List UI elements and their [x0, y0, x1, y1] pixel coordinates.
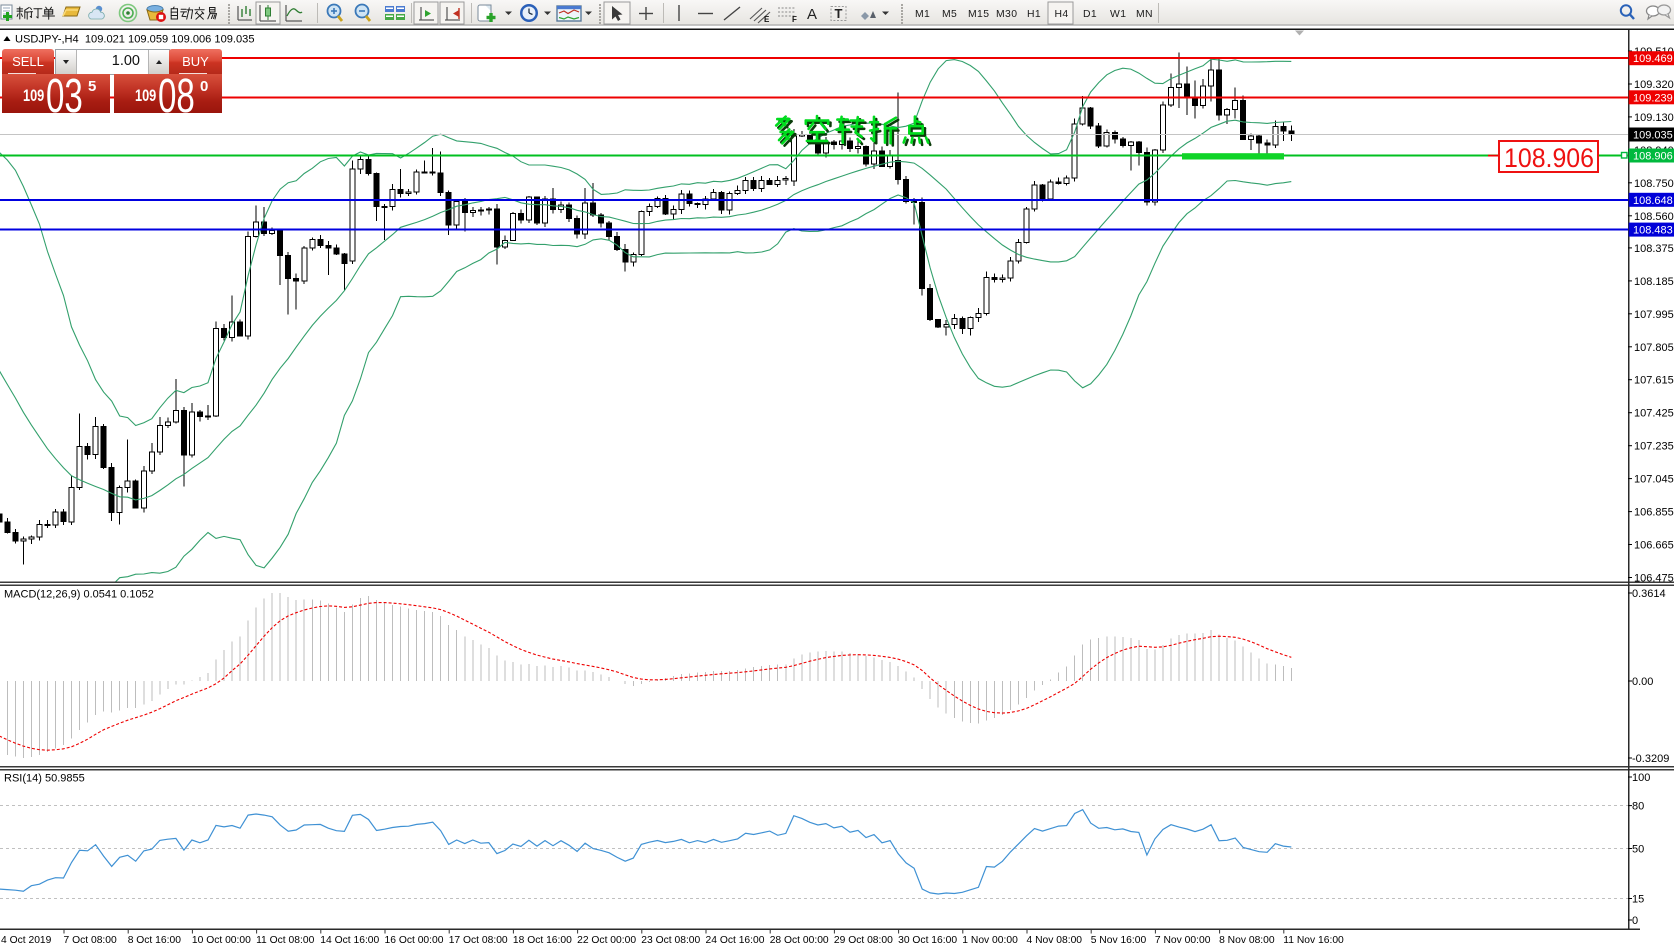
svg-text:USDJPY-,H4 109.021 109.059 10: USDJPY-,H4 109.021 109.059 109.006 109.0…: [15, 34, 255, 46]
svg-text:100: 100: [1632, 772, 1650, 784]
svg-text:107.425: 107.425: [1634, 408, 1674, 420]
svg-text:H1: H1: [1027, 9, 1041, 20]
svg-text:RSI(14) 50.9855: RSI(14) 50.9855: [4, 773, 85, 785]
svg-text:7 Oct 08:00: 7 Oct 08:00: [64, 935, 118, 946]
svg-text:D1: D1: [1083, 9, 1097, 20]
svg-text:0: 0: [1632, 915, 1638, 927]
svg-text:108.906: 108.906: [1633, 151, 1673, 163]
svg-text:106.475: 106.475: [1634, 573, 1674, 585]
svg-text:M1: M1: [915, 9, 930, 20]
svg-text:108.906: 108.906: [1504, 143, 1594, 173]
svg-text:16 Oct 00:00: 16 Oct 00:00: [385, 935, 444, 946]
svg-text:107.615: 107.615: [1634, 375, 1674, 387]
svg-text:11 Nov 16:00: 11 Nov 16:00: [1283, 935, 1344, 946]
svg-text:109.239: 109.239: [1633, 92, 1673, 104]
svg-text:E: E: [764, 15, 770, 24]
svg-text:8 Nov 08:00: 8 Nov 08:00: [1219, 935, 1275, 946]
svg-text:108.750: 108.750: [1634, 178, 1674, 190]
svg-text:106.855: 106.855: [1634, 507, 1674, 519]
svg-text:109.035: 109.035: [1633, 130, 1673, 142]
svg-text:107.045: 107.045: [1634, 474, 1674, 486]
svg-text:-0.3209: -0.3209: [1632, 753, 1669, 765]
svg-text:7 Nov 00:00: 7 Nov 00:00: [1155, 935, 1211, 946]
svg-text:29 Oct 08:00: 29 Oct 08:00: [834, 935, 893, 946]
svg-text:28 Oct 00:00: 28 Oct 00:00: [770, 935, 829, 946]
svg-text:109.130: 109.130: [1634, 112, 1674, 124]
svg-text:18 Oct 16:00: 18 Oct 16:00: [513, 935, 572, 946]
svg-text:MN: MN: [1136, 9, 1153, 20]
svg-text:24 Oct 16:00: 24 Oct 16:00: [706, 935, 765, 946]
svg-text:22 Oct 00:00: 22 Oct 00:00: [577, 935, 636, 946]
svg-text:108.375: 108.375: [1634, 243, 1674, 255]
svg-text:50: 50: [1632, 844, 1644, 856]
svg-text:107.235: 107.235: [1634, 441, 1674, 453]
svg-text:A: A: [807, 6, 817, 23]
svg-text:107.805: 107.805: [1634, 342, 1674, 354]
svg-text:W1: W1: [1110, 9, 1126, 20]
svg-text:M5: M5: [942, 9, 957, 20]
svg-text:M30: M30: [996, 9, 1017, 20]
svg-text:4 Nov 08:00: 4 Nov 08:00: [1027, 935, 1083, 946]
svg-text:H4: H4: [1055, 9, 1069, 20]
svg-text:109.469: 109.469: [1633, 53, 1673, 65]
svg-text:0.3614: 0.3614: [1632, 588, 1666, 600]
svg-text:T: T: [835, 6, 843, 21]
svg-text:109.320: 109.320: [1634, 79, 1674, 91]
svg-text:80: 80: [1632, 801, 1644, 813]
svg-text:1 Nov 00:00: 1 Nov 00:00: [962, 935, 1018, 946]
svg-text:8 Oct 16:00: 8 Oct 16:00: [128, 935, 182, 946]
svg-text:11 Oct 08:00: 11 Oct 08:00: [256, 935, 314, 946]
svg-text:14 Oct 16:00: 14 Oct 16:00: [320, 935, 379, 946]
svg-text:M15: M15: [968, 9, 989, 20]
svg-text:MACD(12,26,9) 0.0541 0.1052: MACD(12,26,9) 0.0541 0.1052: [4, 589, 154, 601]
svg-text:15: 15: [1632, 894, 1644, 906]
svg-text:108.185: 108.185: [1634, 276, 1674, 288]
svg-text:30 Oct 16:00: 30 Oct 16:00: [898, 935, 957, 946]
svg-text:108.560: 108.560: [1634, 211, 1674, 223]
svg-text:0.00: 0.00: [1632, 676, 1653, 688]
svg-text:F: F: [792, 15, 797, 24]
svg-text:10 Oct 00:00: 10 Oct 00:00: [192, 935, 251, 946]
svg-text:4 Oct 2019: 4 Oct 2019: [1, 935, 52, 946]
svg-text:108.648: 108.648: [1633, 195, 1673, 207]
svg-text:108.483: 108.483: [1633, 225, 1673, 237]
svg-text:106.665: 106.665: [1634, 540, 1674, 552]
svg-text:107.995: 107.995: [1634, 309, 1674, 321]
svg-text:5 Nov 16:00: 5 Nov 16:00: [1091, 935, 1147, 946]
svg-text:23 Oct 08:00: 23 Oct 08:00: [641, 935, 700, 946]
svg-text:17 Oct 08:00: 17 Oct 08:00: [449, 935, 508, 946]
